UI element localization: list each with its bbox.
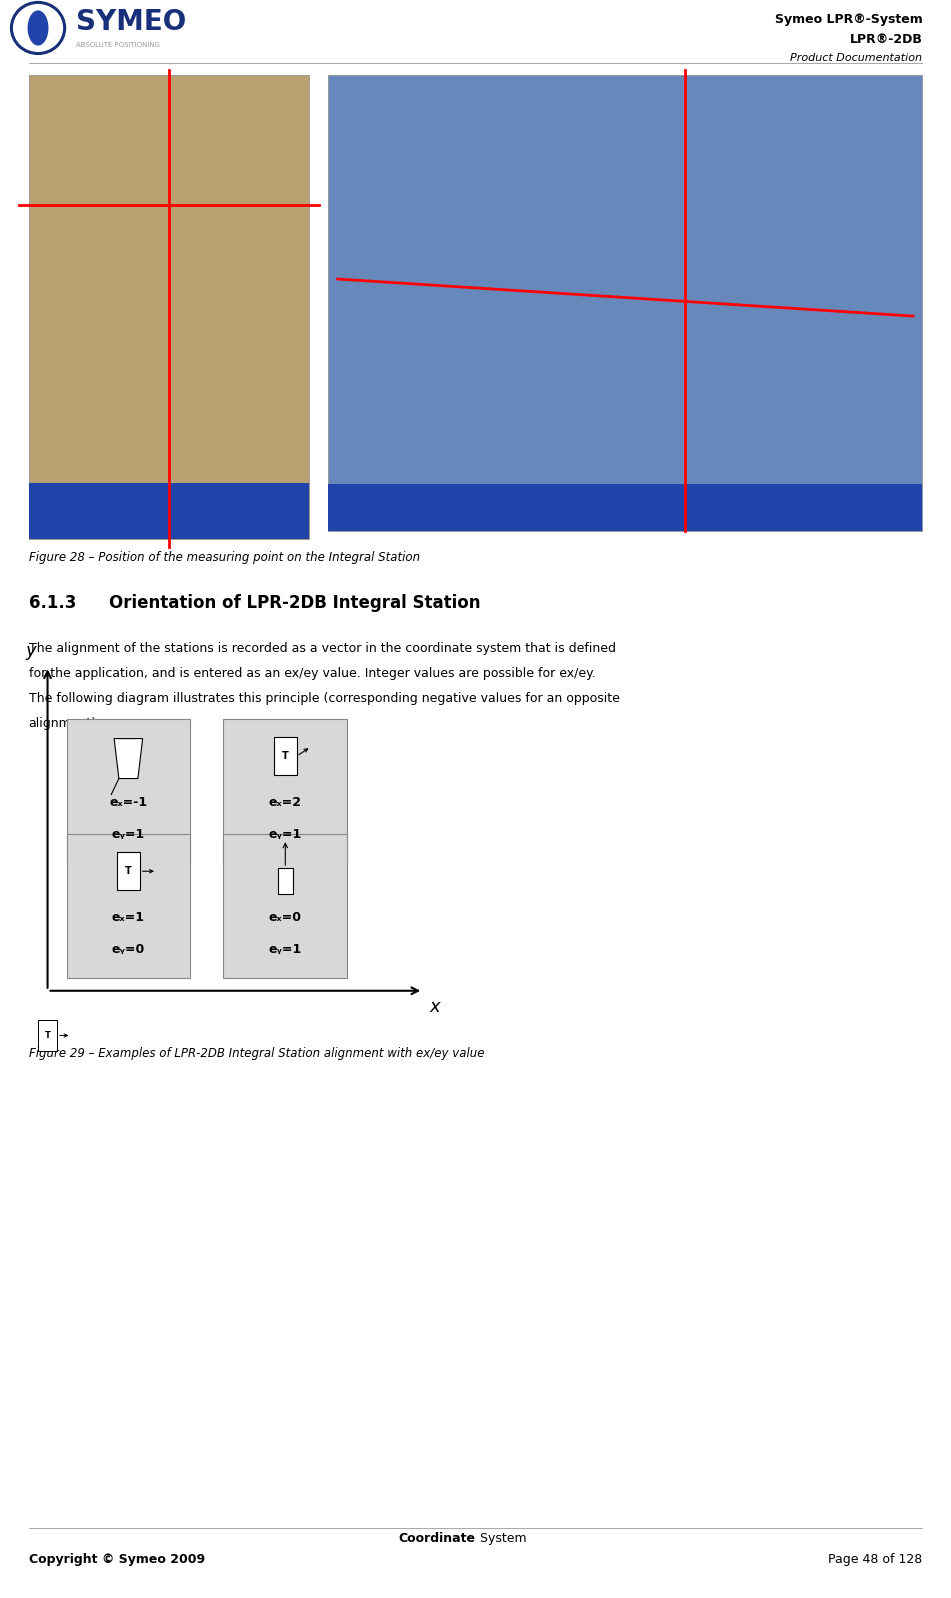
FancyBboxPatch shape [117,852,140,890]
FancyBboxPatch shape [67,719,190,863]
Text: SYMEO: SYMEO [76,8,186,37]
Text: ABSOLUTE POSITIONING: ABSOLUTE POSITIONING [76,42,160,48]
Ellipse shape [11,2,65,53]
Text: x: x [430,997,440,1016]
Text: eᵧ=0: eᵧ=0 [112,943,145,956]
Circle shape [28,10,49,45]
FancyBboxPatch shape [223,719,347,863]
FancyBboxPatch shape [328,484,922,531]
Text: eₓ=-1: eₓ=-1 [109,796,147,809]
Text: y: y [25,642,36,660]
Text: eₓ=0: eₓ=0 [269,911,301,924]
Text: for the application, and is entered as an ex/ey value. Integer values are possib: for the application, and is entered as a… [29,668,595,681]
Text: T: T [125,866,132,876]
Text: LPR®-2DB: LPR®-2DB [849,32,922,46]
Text: Copyright © Symeo 2009: Copyright © Symeo 2009 [29,1553,204,1566]
Text: System: System [476,1532,527,1545]
Text: The following diagram illustrates this principle (corresponding negative values : The following diagram illustrates this p… [29,692,619,705]
Text: eᵧ=1: eᵧ=1 [269,943,301,956]
FancyBboxPatch shape [29,483,309,539]
Text: Figure 29 – Examples of LPR-2DB Integral Station alignment with ex/ey value: Figure 29 – Examples of LPR-2DB Integral… [29,1047,484,1059]
Text: 6.1.3: 6.1.3 [29,594,76,612]
Polygon shape [114,738,143,778]
Text: T: T [45,1031,50,1040]
Text: Coordinate: Coordinate [398,1532,476,1545]
Text: T: T [281,751,289,761]
FancyBboxPatch shape [67,834,190,978]
Text: The alignment of the stations is recorded as a vector in the coordinate system t: The alignment of the stations is recorde… [29,642,615,655]
Text: Figure 28 – Position of the measuring point on the Integral Station: Figure 28 – Position of the measuring po… [29,551,419,564]
Text: Product Documentation: Product Documentation [790,53,922,64]
Text: Page 48 of 128: Page 48 of 128 [828,1553,922,1566]
FancyBboxPatch shape [29,75,309,539]
FancyBboxPatch shape [274,737,297,775]
Text: eₓ=1: eₓ=1 [112,911,145,924]
FancyBboxPatch shape [328,75,922,531]
FancyBboxPatch shape [223,834,347,978]
Text: eᵧ=1: eᵧ=1 [269,828,301,841]
Text: Symeo LPR®-System: Symeo LPR®-System [775,13,922,27]
Text: Orientation of LPR-2DB Integral Station: Orientation of LPR-2DB Integral Station [109,594,481,612]
Text: eₓ=2: eₓ=2 [269,796,301,809]
Text: eᵧ=1: eᵧ=1 [112,828,145,841]
FancyBboxPatch shape [278,868,293,893]
Text: alignment).: alignment). [29,716,101,730]
FancyBboxPatch shape [38,1020,57,1051]
